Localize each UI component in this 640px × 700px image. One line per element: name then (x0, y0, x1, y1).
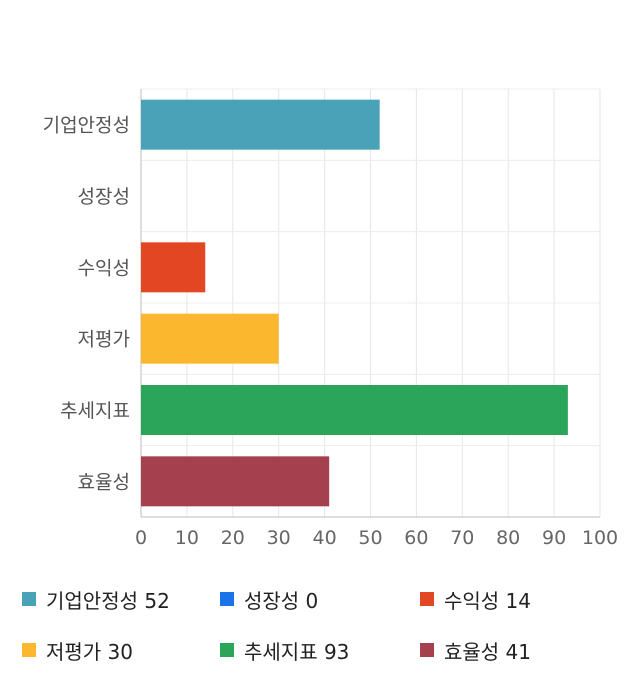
bar-5 (141, 456, 330, 507)
legend-label-2: 수익성 14 (444, 588, 532, 613)
x-tick-label-2: 20 (221, 527, 245, 549)
legend-swatch-1 (220, 592, 234, 606)
legend-label-4: 추세지표 93 (244, 639, 350, 664)
bar-2 (141, 242, 206, 293)
x-tick-label-8: 80 (496, 527, 520, 549)
x-tick-label-4: 40 (313, 527, 337, 549)
legend-label-3: 저평가 30 (46, 639, 134, 664)
legend-swatch-0 (22, 592, 36, 606)
bar-4 (141, 385, 568, 435)
legend-label-0: 기업안정성 52 (46, 588, 170, 613)
x-tick-label-3: 30 (267, 527, 291, 549)
x-tick-label-10: 100 (582, 527, 618, 549)
category-label-3: 저평가 (78, 329, 130, 351)
legend-item-0: 기업안정성 52 (22, 587, 170, 613)
legend-label-1: 성장성 0 (244, 588, 319, 613)
legend-swatch-5 (420, 643, 434, 657)
legend-item-2: 수익성 14 (420, 587, 532, 613)
category-label-4: 추세지표 (60, 400, 130, 422)
x-tick-label-9: 90 (542, 527, 566, 549)
bar-3 (141, 313, 279, 364)
chart-legend: 기업안정성 52 성장성 0 수익성 14 저평가 30 추세지표 93 효율성… (0, 575, 640, 685)
legend-item-1: 성장성 0 (220, 587, 319, 613)
legend-item-5: 효율성 41 (420, 638, 532, 664)
legend-item-3: 저평가 30 (22, 638, 134, 664)
x-tick-label-7: 70 (450, 527, 474, 549)
bar-0 (141, 99, 380, 150)
x-tick-label-1: 10 (175, 527, 199, 549)
category-label-2: 수익성 (78, 257, 130, 279)
x-tick-label-5: 50 (358, 527, 382, 549)
legend-swatch-4 (220, 643, 234, 657)
legend-item-4: 추세지표 93 (220, 638, 350, 664)
category-label-1: 성장성 (78, 186, 130, 208)
legend-label-5: 효율성 41 (444, 639, 532, 664)
legend-swatch-3 (22, 643, 36, 657)
x-tick-label-0: 0 (135, 527, 147, 549)
legend-swatch-2 (420, 592, 434, 606)
category-label-0: 기업안정성 (43, 115, 130, 137)
category-label-5: 효율성 (78, 471, 130, 493)
x-tick-label-6: 60 (404, 527, 428, 549)
